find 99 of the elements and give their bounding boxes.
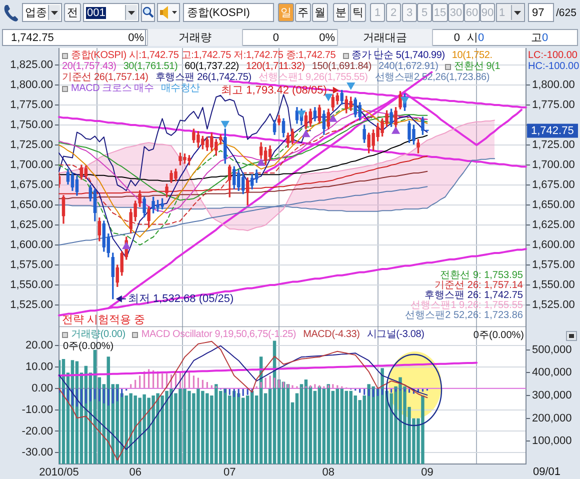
text: 120(1,711.32)	[246, 61, 305, 72]
y-tick-label: 1,625.00	[10, 219, 53, 232]
y2-tick-label: 1,775.00	[532, 99, 575, 112]
y-tick-label: 1,800.00	[10, 79, 53, 92]
y-tick-label: 0.00	[32, 382, 53, 394]
text: 0	[542, 32, 548, 44]
text: MACD 크로스 매수	[71, 83, 154, 94]
series-label: 거래량(0.00)	[71, 329, 126, 340]
button: 60	[464, 3, 480, 22]
y2-tick-label: 1,600.00	[532, 239, 575, 252]
y-tick-label: 1,650.00	[10, 199, 53, 212]
text: 240(1,672.91)	[378, 61, 438, 72]
y2-tick-label: 500,000	[532, 344, 572, 356]
text: 매수청산	[160, 83, 200, 94]
text: 1,742.75	[531, 124, 574, 137]
y-tick-label: 1,825.00	[10, 59, 53, 72]
button: 월	[312, 3, 328, 22]
x-tick-label: 2010/05	[39, 466, 79, 479]
dropdown: 1	[496, 3, 525, 22]
y-tick-label: 1,775.00	[10, 99, 53, 112]
text: 시	[467, 32, 478, 44]
y2-tick-label: 300,000	[532, 390, 572, 402]
text: 기준선 26(1,757.14)	[62, 72, 148, 83]
button: 5	[417, 3, 432, 22]
annotation: 0주(0.00%)	[473, 330, 524, 342]
text-field: 종합(KOSPI)	[183, 3, 274, 22]
label-cell: 거래량	[147, 29, 243, 46]
annotation: 선행스팬2 52,26: 1,723.86	[405, 310, 523, 322]
y-tick-label: -10.00	[22, 404, 53, 416]
text: 종합(KOSPI) 시:1,742.75 고:1,742.75 저:1,742.75 종:1,742.75	[71, 50, 336, 61]
y-tick-label: 1,600.00	[10, 239, 53, 252]
text: 종가 단순 5(1,740.99)	[352, 50, 445, 61]
y-tick-label: -30.00	[22, 446, 53, 459]
text: 10(1,752.	[452, 50, 492, 61]
y2-tick-label: 100,000	[532, 435, 572, 448]
annotation: 후행스팬 26: 1,742.75	[424, 290, 523, 301]
y2-tick-label: 1,550.00	[532, 279, 575, 292]
x-tick-label: 08	[322, 466, 335, 479]
y-tick-label: 1,675.00	[10, 179, 53, 192]
annotation: 기준선 26: 1,757.14	[434, 280, 523, 291]
x-tick-label: 07	[224, 466, 236, 479]
text: 30(1,761.51)	[123, 61, 178, 72]
y-tick-label: 1,525.00	[10, 299, 53, 312]
text: 0	[454, 32, 460, 44]
button: 30	[448, 3, 464, 22]
button: 3	[402, 3, 417, 22]
text: 0	[272, 32, 279, 44]
text: 20(1,757.43)	[62, 61, 116, 72]
text: LC:-100.00	[528, 50, 578, 62]
annotation: 선행스팬1 9,26: 1,755.55	[410, 300, 523, 311]
text: /625	[556, 7, 576, 19]
text: 60(1,737.22)	[184, 61, 239, 72]
annotation: 0주(0.00%)	[63, 341, 114, 353]
y-tick-label: 1,575.00	[10, 259, 53, 272]
text: 150(1,691.84)	[312, 61, 372, 72]
text: 09/01	[533, 466, 561, 478]
y2-tick-label: 1,675.00	[532, 179, 575, 192]
y-tick-label: 1,700.00	[10, 159, 53, 172]
annotation: 전략 시험적용 중	[62, 314, 146, 326]
y-tick-label: -20.00	[22, 425, 53, 438]
text: HC:-100.00	[528, 61, 580, 73]
y-tick-label: 1,725.00	[10, 139, 53, 152]
y2-tick-label: 1,725.00	[532, 139, 575, 152]
series-label: MACD(-4.33)	[303, 329, 360, 340]
text: 전환선 9(1	[454, 61, 500, 72]
y-tick-label: 1,550.00	[10, 279, 53, 292]
series-label: 시그널(-3.08)	[366, 329, 424, 340]
dropdown: 업종	[22, 3, 62, 22]
y-tick-label: 20.00	[25, 340, 53, 352]
text: 후행스팬 26(1,742.75)	[155, 72, 252, 83]
y-tick-label: 1,750.00	[10, 119, 53, 132]
y2-tick-label: 1,525.00	[532, 299, 575, 312]
y2-tick-label: 1,800.00	[532, 79, 575, 92]
text: 0%	[319, 32, 335, 44]
button: 전	[64, 3, 81, 22]
text: 0%	[128, 32, 144, 44]
x-tick-label: 06	[129, 466, 142, 479]
text-field: 97	[528, 3, 554, 22]
button: 15	[432, 3, 448, 22]
y2-tick-label: 1,575.00	[532, 259, 575, 272]
label-cell: 거래대금	[337, 29, 433, 46]
y2-tick-label: 200,000	[532, 412, 572, 424]
button: 1	[370, 3, 385, 22]
button: 분	[333, 3, 349, 22]
y2-tick-label: 1,700.00	[532, 159, 575, 172]
button: 틱	[350, 3, 366, 22]
button: 2	[386, 3, 401, 22]
button: 90	[480, 3, 495, 22]
text: 고	[531, 32, 542, 44]
annotation: 전환선 9: 1,753.95	[440, 270, 523, 281]
y2-tick-label: 400,000	[532, 366, 572, 379]
y-tick-label: 10.00	[25, 361, 53, 374]
text: 0	[478, 32, 484, 44]
y2-tick-label: 1,625.00	[532, 219, 575, 232]
x-tick-label: 09	[421, 466, 434, 479]
dropdown: 001	[83, 3, 139, 22]
y2-tick-label: 1,650.00	[532, 199, 575, 212]
button: 일	[278, 3, 294, 22]
button: 주	[295, 3, 311, 22]
